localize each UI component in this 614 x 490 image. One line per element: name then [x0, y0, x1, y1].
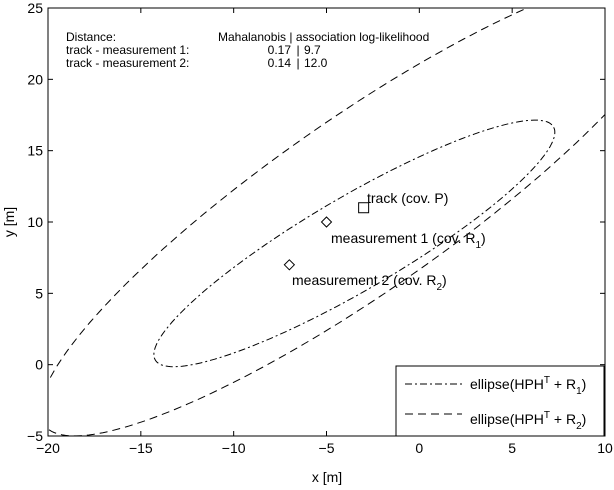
y-tick-label: 20	[27, 71, 43, 87]
legend-entry-2: ellipse(HPHT + R2)	[470, 410, 586, 432]
annotation-row-2-label: track - measurement 2:	[66, 56, 189, 70]
x-tick-label: −10	[222, 440, 246, 456]
x-tick-label: −5	[319, 440, 335, 456]
y-tick-label: −5	[27, 428, 43, 444]
axis-ticks: −20 −15 −10 −5 0 5 10 −5 0 5 10 15 20 25	[27, 0, 613, 456]
legend: ellipse(HPHT + R1) ellipse(HPHT + R2)	[395, 365, 605, 437]
y-tick-label: 10	[27, 214, 43, 230]
plot-area	[47, 7, 606, 437]
legend-box	[395, 365, 605, 437]
annotation-row-1-ll: 9.7	[304, 43, 321, 57]
x-tick-label: 0	[415, 440, 423, 456]
markers	[283, 202, 370, 271]
annotation-row-2-ll: 12.0	[304, 56, 328, 70]
measurement-2-marker	[283, 259, 296, 271]
x-tick-label: 5	[508, 440, 516, 456]
track-marker	[358, 202, 370, 214]
y-tick-label: 25	[27, 0, 43, 16]
measurement-2-label: measurement 2 (cov. R2)	[292, 272, 447, 293]
annotation-row-2-sep: |	[296, 56, 299, 70]
x-tick-label: −20	[36, 440, 60, 456]
annotation-row-1-maha: 0.17	[268, 43, 292, 57]
y-axis-label: y [m]	[1, 207, 17, 237]
measurement-1-marker	[320, 216, 333, 228]
measurement-1-label: measurement 1 (cov. R1)	[331, 230, 486, 251]
ellipse-2	[48, 8, 605, 436]
annotation-row-2-maha: 0.14	[268, 56, 292, 70]
annotation-header-left: Distance:	[66, 30, 116, 44]
annotation-header-right: Mahalanobis | association log-likelihood	[218, 30, 429, 44]
track-label: track (cov. P)	[367, 190, 448, 206]
annotation-row-1-sep: |	[296, 43, 299, 57]
y-tick-label: 0	[35, 357, 43, 373]
y-tick-label: 5	[35, 285, 43, 301]
ellipses	[48, 8, 605, 436]
annotation-row-1-label: track - measurement 1:	[66, 43, 189, 57]
legend-entry-1: ellipse(HPHT + R1)	[470, 375, 586, 397]
y-tick-label: 15	[27, 143, 43, 159]
ellipse-1	[153, 119, 556, 368]
x-axis-label: x [m]	[312, 469, 342, 485]
x-tick-label: −15	[129, 440, 153, 456]
distance-annotation: Distance: Mahalanobis | association log-…	[66, 30, 429, 70]
x-tick-label: 10	[597, 440, 613, 456]
point-labels: track (cov. P) measurement 1 (cov. R1) m…	[292, 190, 486, 293]
